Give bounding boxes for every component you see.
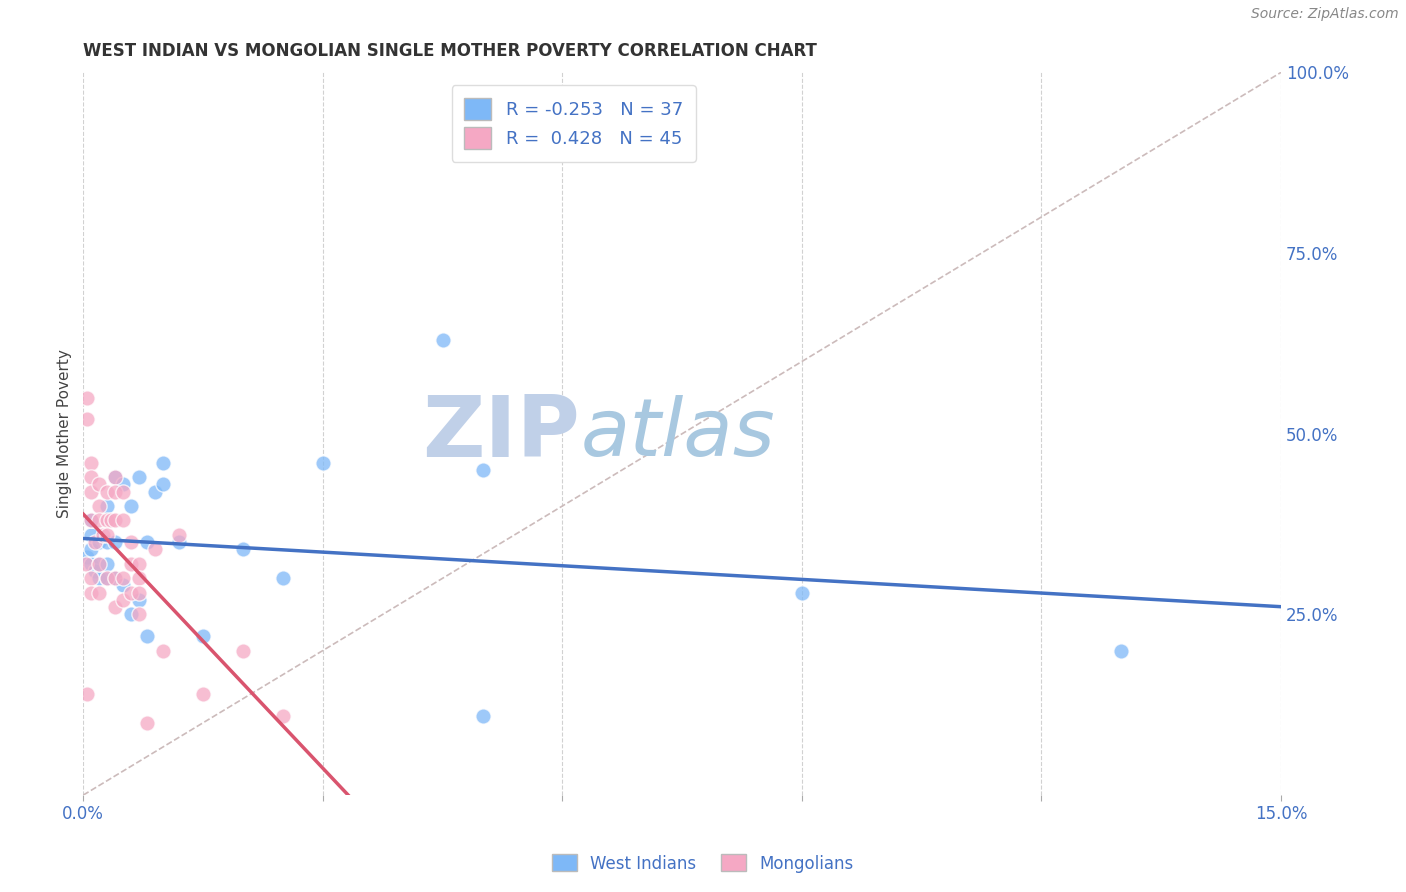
- Point: [96, 535, 118, 549]
- Point: [120, 557, 142, 571]
- Point: [112, 578, 135, 592]
- Point: [80, 513, 103, 527]
- Point: [96, 499, 118, 513]
- Point: [167, 535, 190, 549]
- Point: [80, 557, 103, 571]
- Point: [191, 687, 214, 701]
- Point: [80, 456, 103, 470]
- Point: [136, 629, 159, 643]
- Point: [112, 571, 135, 585]
- Point: [84, 564, 107, 578]
- Point: [128, 593, 150, 607]
- Point: [80, 542, 103, 557]
- Point: [96, 513, 118, 527]
- Point: [89, 557, 111, 571]
- Point: [471, 708, 494, 723]
- Point: [112, 513, 135, 527]
- Point: [104, 484, 127, 499]
- Point: [152, 456, 174, 470]
- Point: [75, 557, 97, 571]
- Point: [120, 585, 142, 599]
- Point: [128, 571, 150, 585]
- Point: [96, 557, 118, 571]
- Point: [471, 463, 494, 477]
- Point: [104, 571, 127, 585]
- Point: [128, 557, 150, 571]
- Point: [232, 542, 254, 557]
- Point: [89, 571, 111, 585]
- Point: [80, 470, 103, 484]
- Point: [104, 571, 127, 585]
- Point: [89, 535, 111, 549]
- Point: [152, 643, 174, 657]
- Point: [104, 600, 127, 615]
- Point: [89, 585, 111, 599]
- Point: [80, 513, 103, 527]
- Point: [271, 571, 294, 585]
- Point: [89, 557, 111, 571]
- Point: [120, 607, 142, 622]
- Point: [128, 607, 150, 622]
- Point: [104, 513, 127, 527]
- Point: [100, 513, 122, 527]
- Point: [120, 499, 142, 513]
- Point: [104, 470, 127, 484]
- Point: [790, 585, 813, 599]
- Point: [96, 528, 118, 542]
- Point: [89, 513, 111, 527]
- Point: [80, 571, 103, 585]
- Point: [152, 477, 174, 491]
- Point: [112, 477, 135, 491]
- Point: [120, 535, 142, 549]
- Point: [167, 528, 190, 542]
- Point: [312, 456, 335, 470]
- Point: [104, 535, 127, 549]
- Point: [112, 484, 135, 499]
- Point: [143, 542, 166, 557]
- Point: [76, 412, 98, 426]
- Point: [104, 470, 127, 484]
- Point: [91, 528, 114, 542]
- Text: atlas: atlas: [581, 395, 775, 473]
- Point: [96, 484, 118, 499]
- Point: [128, 470, 150, 484]
- Point: [96, 571, 118, 585]
- Point: [112, 593, 135, 607]
- Point: [96, 571, 118, 585]
- Point: [136, 535, 159, 549]
- Point: [89, 477, 111, 491]
- Point: [232, 643, 254, 657]
- Legend: R = -0.253   N = 37, R =  0.428   N = 45: R = -0.253 N = 37, R = 0.428 N = 45: [451, 85, 696, 161]
- Point: [136, 715, 159, 730]
- Point: [76, 391, 98, 405]
- Y-axis label: Single Mother Poverty: Single Mother Poverty: [58, 350, 72, 518]
- Point: [128, 585, 150, 599]
- Point: [191, 629, 214, 643]
- Point: [76, 549, 98, 564]
- Text: WEST INDIAN VS MONGOLIAN SINGLE MOTHER POVERTY CORRELATION CHART: WEST INDIAN VS MONGOLIAN SINGLE MOTHER P…: [83, 42, 817, 60]
- Point: [432, 333, 454, 347]
- Point: [80, 484, 103, 499]
- Point: [89, 499, 111, 513]
- Legend: West Indians, Mongolians: West Indians, Mongolians: [546, 847, 860, 880]
- Point: [84, 535, 107, 549]
- Text: ZIP: ZIP: [423, 392, 581, 475]
- Point: [80, 528, 103, 542]
- Point: [80, 585, 103, 599]
- Point: [76, 687, 98, 701]
- Point: [143, 484, 166, 499]
- Point: [1109, 643, 1132, 657]
- Point: [271, 708, 294, 723]
- Text: Source: ZipAtlas.com: Source: ZipAtlas.com: [1251, 7, 1399, 21]
